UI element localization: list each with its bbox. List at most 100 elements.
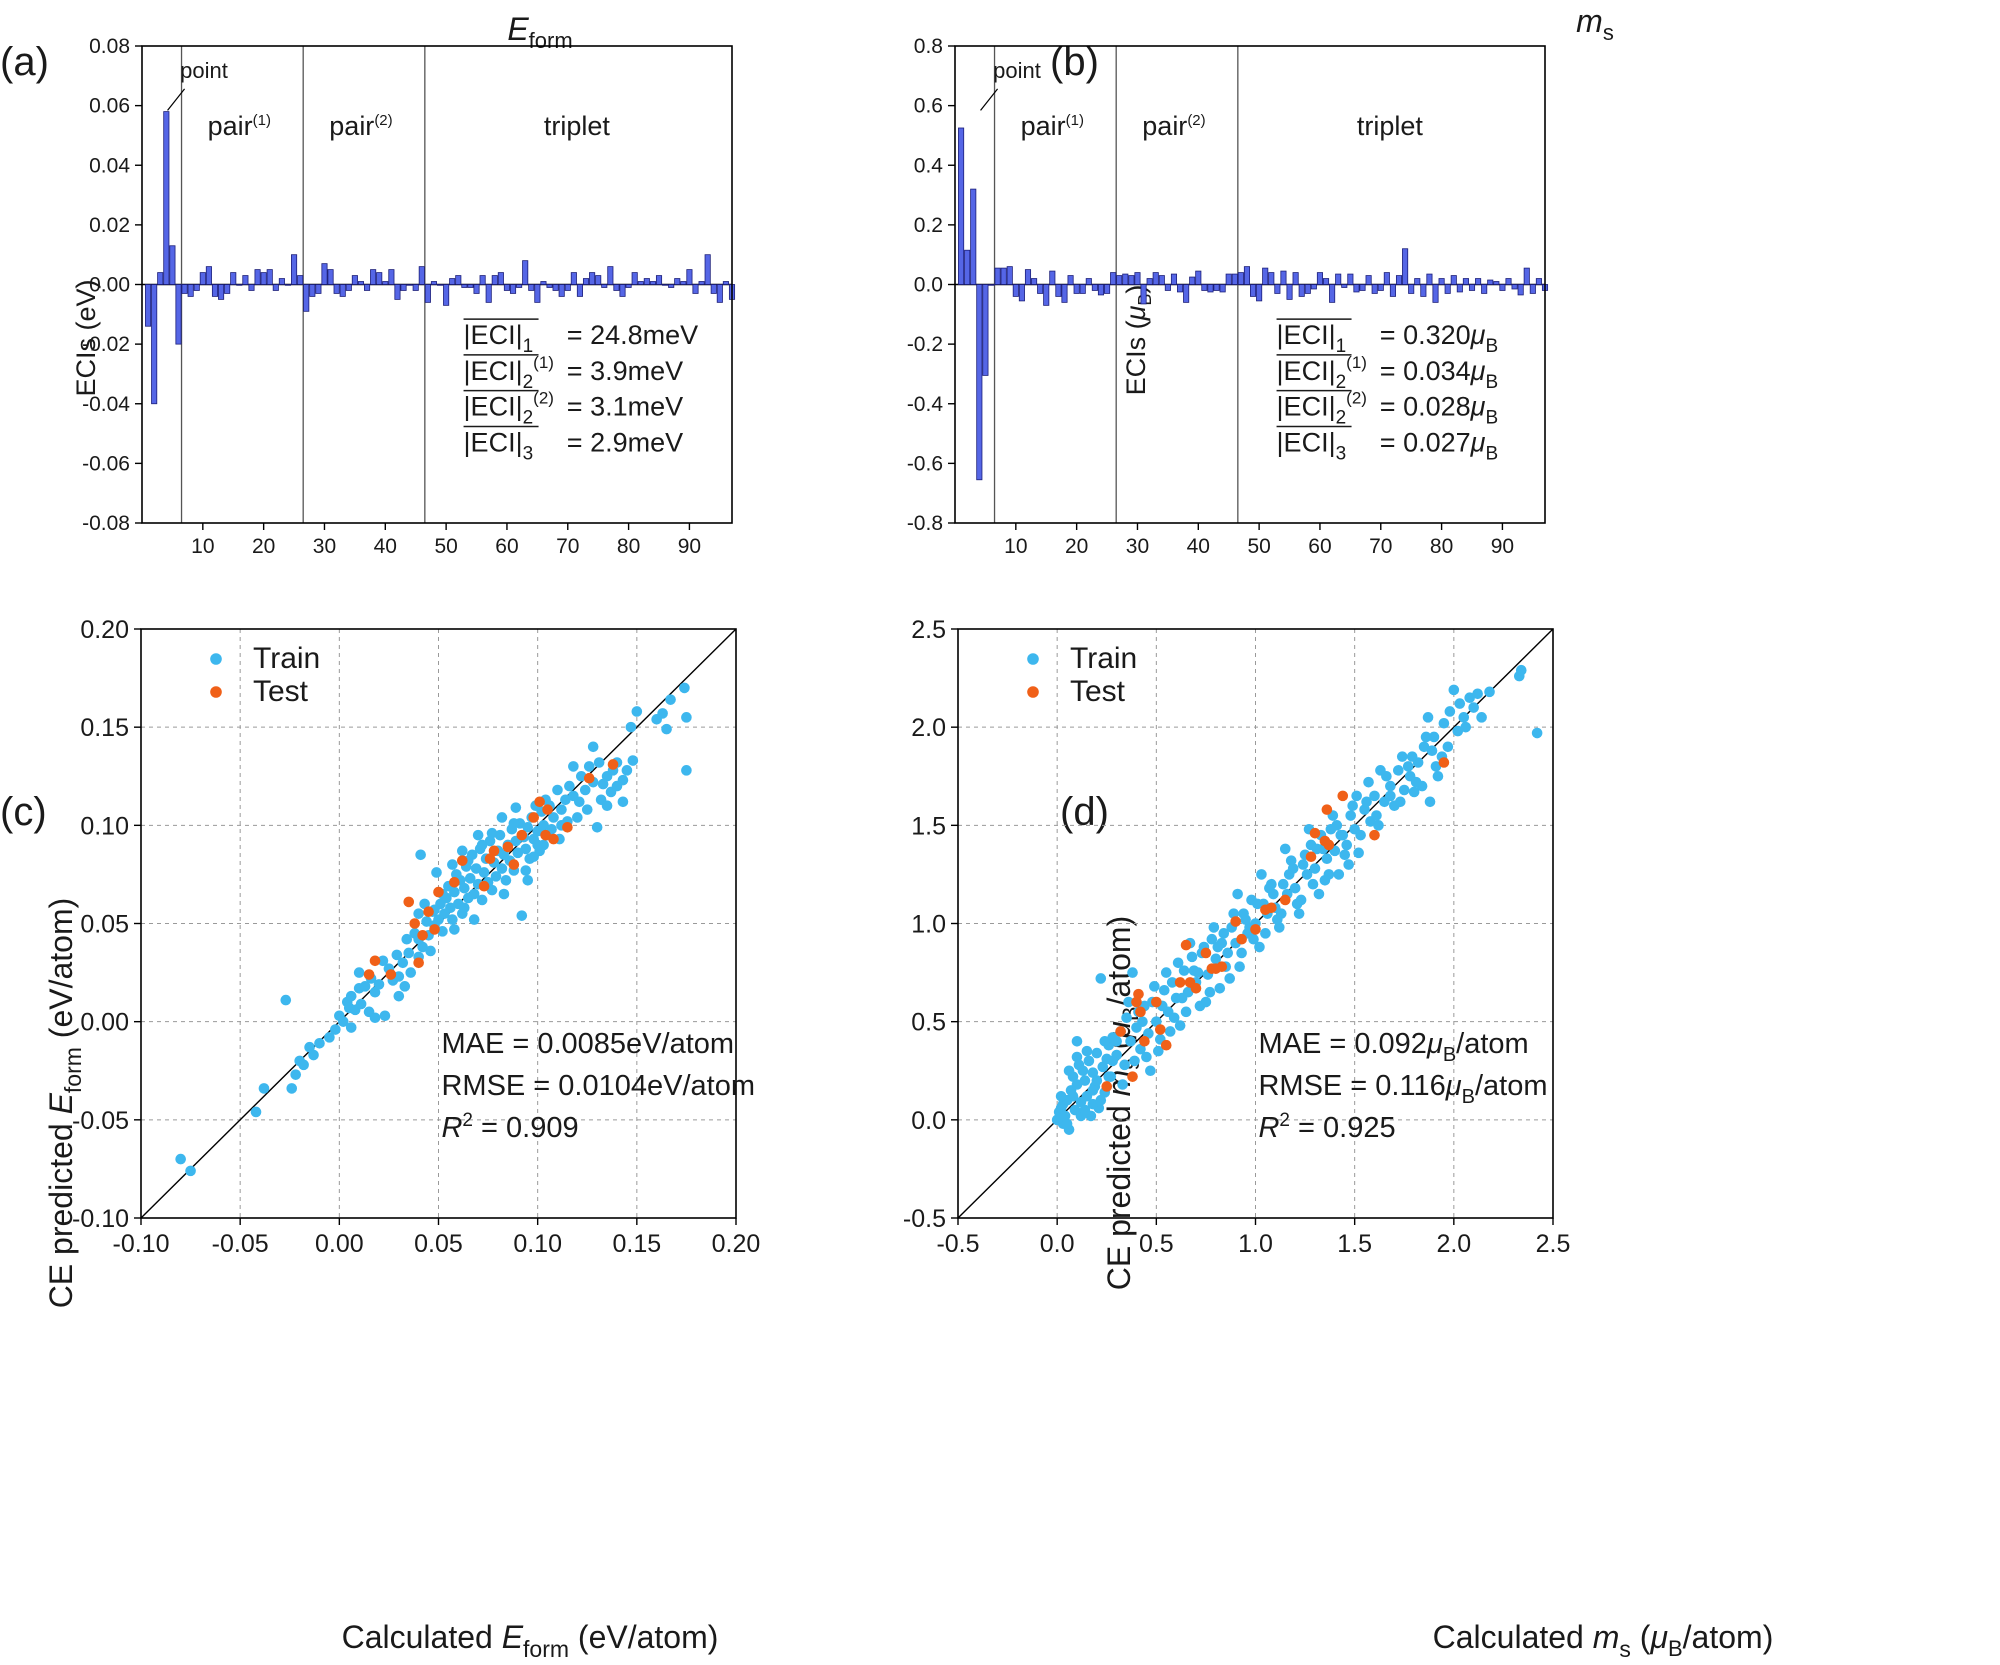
eci-bar — [1335, 273, 1342, 285]
train-point — [470, 863, 482, 874]
eci-bar — [1158, 275, 1165, 285]
eci-bar — [1024, 269, 1032, 285]
train-point — [681, 765, 692, 776]
train-point — [1410, 776, 1422, 788]
x-tick-label: 50 — [1247, 535, 1270, 558]
y-tick-label: 0.4 — [914, 154, 944, 177]
train-point — [625, 721, 637, 733]
eci-average-symbol: |ECI|1 — [1277, 320, 1347, 357]
eci-bar — [1049, 270, 1056, 285]
train-point — [1172, 957, 1184, 969]
train-point — [576, 770, 587, 782]
train-point — [457, 845, 468, 857]
eci-bar — [418, 266, 425, 285]
eci-bar — [1067, 275, 1074, 285]
eci-bar — [1292, 272, 1299, 285]
train-point — [587, 741, 599, 753]
eci-bar — [1091, 284, 1098, 291]
train-point — [1448, 684, 1460, 696]
y-tick-label: 0.8 — [914, 35, 943, 58]
eci-bar — [309, 284, 316, 297]
test-point — [1250, 924, 1261, 935]
eci-bar — [297, 275, 304, 285]
train-point — [560, 794, 571, 806]
eci-bar — [1213, 284, 1220, 291]
train-point — [1127, 967, 1138, 978]
eci-bar — [546, 284, 553, 288]
eci-bar — [151, 284, 158, 405]
x-tick-label: 20 — [1065, 535, 1088, 558]
train-point — [591, 821, 603, 833]
test-point — [1101, 1081, 1113, 1092]
region-label: pair(2) — [329, 111, 392, 141]
panel-label-c: (c) — [0, 790, 47, 834]
eci-bar — [497, 272, 504, 285]
eci-bar — [199, 272, 206, 285]
x-tick-label: -0.5 — [936, 1230, 979, 1258]
train-point — [1208, 922, 1220, 933]
train-point — [330, 1024, 341, 1035]
train-point — [345, 990, 357, 1002]
eci-bar — [1304, 284, 1311, 294]
eci-bar — [1444, 284, 1451, 294]
train-point — [1252, 898, 1263, 910]
train-point — [1151, 1016, 1162, 1027]
train-point — [597, 778, 609, 790]
eci-bar — [1511, 284, 1518, 290]
test-point — [1180, 939, 1192, 951]
x-tick-label: 50 — [434, 535, 457, 558]
xlabel-c: Calculated Eform (eV/atom) — [342, 1619, 719, 1662]
train-point — [399, 981, 411, 992]
eci-bar — [1018, 284, 1025, 302]
eci-bar — [1298, 284, 1305, 297]
x-tick-label: 60 — [495, 535, 518, 558]
eci-bar — [552, 284, 559, 291]
eci-bar — [558, 284, 565, 297]
y-tick-label: 0.06 — [89, 95, 130, 118]
eci-bar — [564, 284, 571, 291]
eci-bar — [260, 272, 267, 285]
test-point — [409, 918, 421, 929]
train-point — [464, 873, 476, 884]
eci-average-symbol: |ECI|2(2) — [464, 389, 554, 429]
eci-bar — [1122, 273, 1129, 285]
legend-marker-train — [210, 653, 222, 665]
xlabel-d: Calculated ms (μB/atom) — [1433, 1619, 1774, 1662]
train-point — [1232, 888, 1243, 900]
eci-bar — [461, 284, 468, 288]
eci-bar — [1402, 248, 1409, 285]
eci-bar — [163, 111, 170, 285]
train-point — [1406, 751, 1418, 762]
train-point — [581, 804, 593, 815]
eci-bar — [1523, 267, 1530, 285]
train-point — [1256, 869, 1267, 880]
train-point — [1345, 810, 1356, 821]
x-tick-label: 70 — [556, 535, 579, 558]
eci-bar — [1329, 284, 1336, 303]
eci-average-value: = 0.034μB — [1380, 356, 1498, 393]
train-point — [1121, 1012, 1132, 1024]
eci-bar — [1085, 278, 1092, 285]
eci-bar — [1012, 284, 1019, 297]
train-point — [1123, 996, 1134, 1008]
eci-bar — [1061, 284, 1068, 303]
eci-bar — [674, 278, 681, 285]
train-point — [280, 994, 292, 1006]
point-leader-line — [980, 88, 999, 111]
eci-average-value: = 0.027μB — [1380, 427, 1498, 464]
train-point — [1071, 1079, 1083, 1090]
train-point — [403, 947, 415, 959]
train-point — [472, 829, 484, 841]
train-point — [1234, 961, 1245, 972]
eci-bar — [1481, 284, 1488, 294]
train-point — [1099, 1036, 1111, 1047]
eci-bar — [1128, 275, 1135, 285]
train-point — [1117, 1079, 1128, 1090]
eci-bar — [668, 284, 675, 288]
train-point — [1178, 965, 1190, 976]
eci-average-symbol: |ECI|2(1) — [1277, 353, 1367, 393]
eci-average-value: = 0.028μB — [1380, 392, 1498, 429]
train-point — [1426, 745, 1438, 757]
eci-bar — [516, 284, 523, 288]
eci-bar — [333, 284, 340, 294]
